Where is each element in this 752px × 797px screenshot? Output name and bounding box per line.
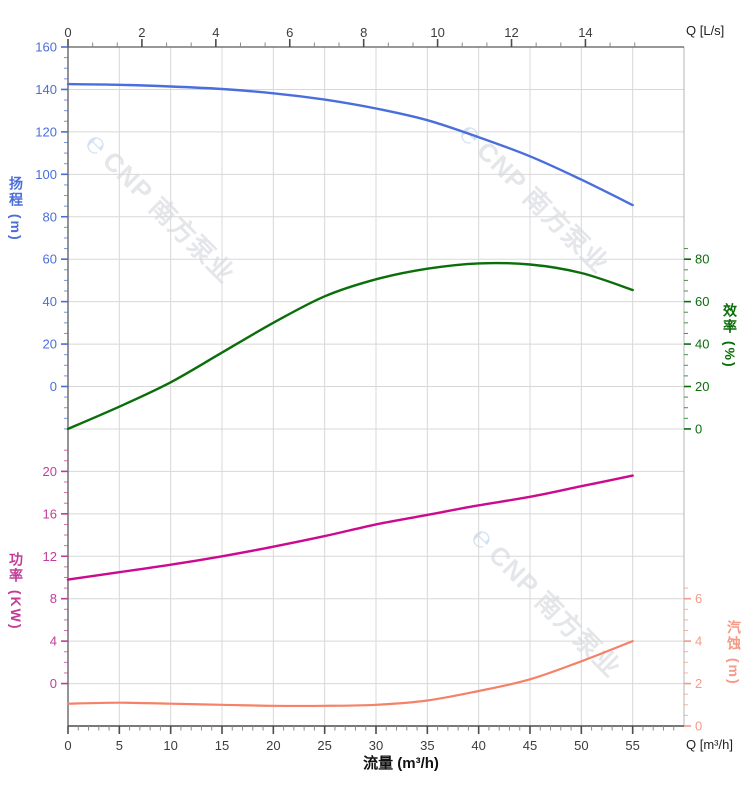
tick-label: 4: [50, 634, 57, 649]
bottom-axis: 0 5 10 15 20 25 30 35 40 45 50 55: [64, 726, 675, 753]
tick-label: 8: [360, 25, 367, 40]
axis-efficiency: 80 60 40 20 0: [684, 248, 709, 436]
tick-label: 160: [35, 40, 57, 55]
top-axis: 0 2 4 6 8 10 12 14: [64, 25, 636, 47]
tick-label: 30: [369, 738, 383, 753]
efficiency-axis-title: 效率 (%): [722, 303, 738, 369]
axis-power: 20 16 12 8 4 0: [43, 449, 68, 691]
tick-label: 0: [64, 25, 71, 40]
tick-label: 50: [574, 738, 588, 753]
tick-label: 14: [578, 25, 592, 40]
tick-label: 8: [50, 591, 57, 606]
tick-label: 15: [215, 738, 229, 753]
tick-label: 0: [50, 379, 57, 394]
curves: [66, 82, 634, 708]
top-axis-unit: Q [L/s]: [686, 23, 725, 38]
tick-label: 35: [420, 738, 434, 753]
tick-label: 2: [695, 676, 702, 691]
tick-label: 12: [43, 549, 57, 564]
tick-label: 0: [695, 421, 702, 436]
tick-label: 6: [695, 591, 702, 606]
tick-label: 6: [286, 25, 293, 40]
npsh-axis-title: 汽蚀 (m): [726, 620, 742, 686]
tick-label: 40: [43, 294, 57, 309]
axis-npsh: 6 4 2 0: [684, 587, 702, 734]
tick-label: 20: [266, 738, 280, 753]
tick-label: 40: [695, 337, 709, 352]
tick-label: 5: [116, 738, 123, 753]
tick-label: 60: [43, 252, 57, 267]
tick-label: 20: [43, 464, 57, 479]
tick-label: 12: [504, 25, 518, 40]
tick-label: 60: [695, 294, 709, 309]
tick-label: 0: [50, 676, 57, 691]
head-axis-title: 扬程 (m): [8, 176, 24, 242]
tick-label: 16: [43, 506, 57, 521]
tick-label: 10: [430, 25, 444, 40]
tick-label: 140: [35, 82, 57, 97]
bottom-axis-unit: Q [m³/h]: [686, 737, 733, 752]
tick-label: 2: [138, 25, 145, 40]
tick-label: 80: [43, 209, 57, 224]
tick-label: 4: [212, 25, 219, 40]
tick-label: 45: [523, 738, 537, 753]
tick-label: 4: [695, 634, 702, 649]
tick-label: 80: [695, 252, 709, 267]
tick-label: 40: [471, 738, 485, 753]
tick-label: 120: [35, 124, 57, 139]
flow-axis-title: 流量 (m³/h): [363, 755, 439, 772]
tick-label: 10: [163, 738, 177, 753]
head-curve: [66, 82, 634, 207]
axis-head: 160 140 120 100 80 60 40 20 0: [35, 40, 68, 430]
tick-label: 25: [317, 738, 331, 753]
tick-label: 0: [64, 738, 71, 753]
tick-label: 0: [695, 719, 702, 734]
tick-label: 20: [43, 337, 57, 352]
tick-label: 100: [35, 167, 57, 182]
power-curve: [66, 474, 634, 581]
tick-label: 20: [695, 379, 709, 394]
tick-label: 55: [625, 738, 639, 753]
npsh-curve: [66, 640, 634, 708]
efficiency-curve: [66, 261, 634, 431]
power-axis-title: 功率 (KW): [8, 552, 24, 631]
